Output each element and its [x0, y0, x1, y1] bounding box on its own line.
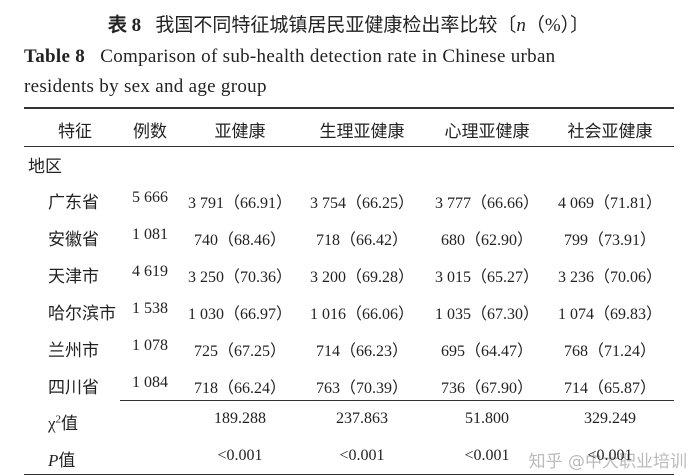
cell: 799（73.91） [563, 232, 657, 249]
column-header: 亚健康 [214, 122, 266, 141]
cell: 714（66.23） [315, 343, 409, 360]
cell: 3 200（69.28） [309, 269, 415, 286]
p-label: P值 [48, 446, 75, 471]
cell: 1 074（69.83） [557, 306, 663, 323]
watermark: 知乎 @中大职业培训 [528, 452, 687, 472]
cell: 768（71.24） [563, 343, 657, 360]
p-value: <0.001 [464, 447, 510, 464]
column-header: 社会亚健康 [567, 122, 653, 141]
row-label: 安徽省 [48, 230, 99, 249]
row-label: 兰州市 [48, 341, 99, 360]
cell: 1 081 [132, 226, 168, 243]
rule [24, 474, 674, 475]
cell: 718（66.42） [315, 232, 409, 249]
title-text: Comparison of sub-health detection rate … [100, 46, 556, 67]
column-header: 生理亚健康 [319, 122, 405, 141]
cell: 680（62.90） [440, 232, 534, 249]
row-label: 哈尔滨市 [48, 304, 116, 323]
group-label: 地区 [28, 157, 62, 176]
cell: 695（64.47） [440, 343, 534, 360]
column-header: 特征 [58, 122, 92, 141]
row-label: 广东省 [48, 193, 99, 212]
chi-sup: 2 [55, 413, 62, 426]
rule [24, 107, 674, 109]
title-en: residents by sex and age group [24, 76, 267, 97]
cell: 1 538 [132, 300, 168, 317]
chi-value: 329.249 [584, 410, 636, 427]
p-symbol: P [48, 451, 59, 470]
chi-value: 237.863 [336, 410, 388, 427]
cell: 1 016（66.06） [309, 306, 415, 323]
row-label: 四川省 [48, 378, 99, 397]
rule [120, 400, 674, 401]
p-value: <0.001 [587, 447, 633, 464]
cell: 725（67.25） [193, 343, 287, 360]
chi-value: 51.800 [465, 410, 509, 427]
chi-symbol: χ [48, 414, 56, 433]
cell: 736（67.90） [440, 380, 534, 397]
cell: 718（66.24） [193, 380, 287, 397]
cell: 3 754（66.25） [309, 195, 415, 212]
cell: 1 078 [132, 337, 168, 354]
title-text: （%）〕 [525, 15, 590, 36]
p-value: <0.001 [339, 447, 385, 464]
chi-label: χ2值 [48, 409, 78, 434]
rule [24, 146, 674, 147]
cell: 3 791（66.91） [187, 195, 293, 212]
cell: 4 619 [132, 263, 168, 280]
cell: 3 236（70.06） [557, 269, 663, 286]
cell: 3 777（66.66） [434, 195, 540, 212]
cell: 1 035（67.30） [434, 306, 540, 323]
column-header: 例数 [133, 122, 167, 141]
title-cn: 表 8 我国不同特征城镇居民亚健康检出率比较〔n（%）〕 [0, 10, 697, 37]
column-header: 心理亚健康 [444, 122, 530, 141]
chi-value: 189.288 [214, 410, 266, 427]
cell: 3 015（65.27） [434, 269, 540, 286]
title-n: n [516, 15, 526, 36]
cell: 3 250（70.36） [187, 269, 293, 286]
cell: 1 030（66.97） [187, 306, 293, 323]
title-en: Table 8 Comparison of sub-health detecti… [24, 46, 555, 68]
cell: 740（68.46） [193, 232, 287, 249]
chi-text: 值 [61, 414, 79, 433]
row-label: 天津市 [48, 267, 99, 286]
table-label: Table 8 [24, 46, 86, 67]
table-label: 表 8 [107, 15, 142, 36]
p-value: <0.001 [217, 447, 263, 464]
cell: 763（70.39） [315, 380, 409, 397]
cell: 4 069（71.81） [557, 195, 663, 212]
p-text: 值 [58, 451, 76, 470]
cell: 714（65.87） [563, 380, 657, 397]
cell: 5 666 [132, 189, 168, 206]
cell: 1 084 [132, 374, 168, 391]
title-text: 我国不同特征城镇居民亚健康检出率比较〔 [155, 15, 517, 36]
